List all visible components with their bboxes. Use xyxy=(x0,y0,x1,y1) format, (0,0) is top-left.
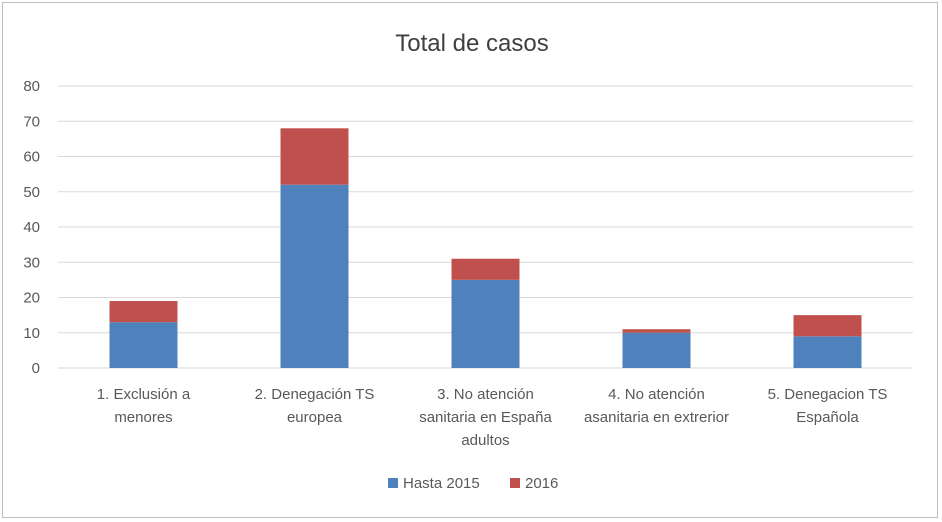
x-category-label-5-line-2: Española xyxy=(796,409,859,426)
x-category-label-2-line-1: 2. Denegación TS xyxy=(255,386,375,403)
legend-label-2: 2016 xyxy=(525,475,558,492)
bar-2-series-2 xyxy=(280,128,349,185)
bar-5-series-1 xyxy=(793,336,862,368)
x-category-label-2-line-2: europea xyxy=(287,409,343,426)
y-tick-label-30: 30 xyxy=(23,254,40,271)
y-tick-label-70: 70 xyxy=(23,113,40,130)
x-category-label-3-line-1: 3. No atención xyxy=(437,386,534,403)
bar-5-series-2 xyxy=(793,315,862,337)
x-category-label-3-line-2: sanitaria en España xyxy=(419,409,552,426)
bar-2-series-1 xyxy=(280,184,349,368)
legend-swatch-2 xyxy=(510,478,520,488)
bar-1-series-1 xyxy=(109,322,178,368)
x-axis-labels: 1. Exclusión a menores 2. Denegación TS eur… xyxy=(97,386,888,449)
bar-layer xyxy=(109,128,862,368)
legend-label-1: Hasta 2015 xyxy=(403,475,480,492)
stacked-bar-chart: Total de casos 0 10 20 30 40 50 60 70 80 1. Excl… xyxy=(23,30,913,492)
grid-layer xyxy=(58,85,913,369)
x-category-label-1-line-2: menores xyxy=(114,409,172,426)
y-axis-ticks: 0 10 20 30 40 50 60 70 80 xyxy=(23,78,40,377)
y-tick-label-50: 50 xyxy=(23,184,40,201)
y-tick-label-10: 10 xyxy=(23,325,40,342)
legend-swatch-1 xyxy=(388,478,398,488)
x-category-label-4-line-1: 4. No atención xyxy=(608,386,705,403)
y-tick-label-80: 80 xyxy=(23,78,40,95)
bar-4-series-1 xyxy=(622,332,691,368)
chart-title: Total de casos xyxy=(395,30,548,57)
x-category-label-1-line-1: 1. Exclusión a xyxy=(97,386,191,403)
bar-3-series-1 xyxy=(451,279,520,368)
legend: Hasta 2015 2016 xyxy=(388,475,558,492)
x-category-label-4-line-2: asanitaria en extrerior xyxy=(584,409,729,426)
y-tick-label-60: 60 xyxy=(23,149,40,166)
bar-3-series-2 xyxy=(451,258,520,280)
x-category-label-3-line-3: adultos xyxy=(461,432,509,449)
bar-1-series-2 xyxy=(109,301,178,323)
y-tick-label-20: 20 xyxy=(23,290,40,307)
bar-4-series-2 xyxy=(622,329,691,333)
x-category-label-5-line-1: 5. Denegacion TS xyxy=(768,386,888,403)
y-tick-label-40: 40 xyxy=(23,219,40,236)
y-tick-label-0: 0 xyxy=(32,360,40,377)
